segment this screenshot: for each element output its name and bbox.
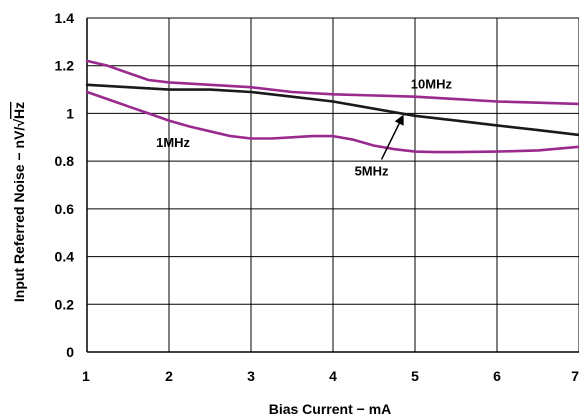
x-tick-label: 3 bbox=[247, 368, 255, 384]
x-tick-label: 1 bbox=[82, 368, 90, 384]
annotation-1mhz: 1MHz bbox=[156, 135, 190, 150]
grid bbox=[86, 17, 579, 353]
annotation-10mhz: 10MHz bbox=[411, 76, 453, 91]
annotations: 10MHz 1MHz 5MHz bbox=[156, 76, 452, 178]
x-tick-label: 7 bbox=[571, 368, 579, 384]
y-axis-title-prefix: Input Referred Noise − nV/√ bbox=[11, 119, 27, 302]
x-tick-label: 2 bbox=[165, 368, 173, 384]
annotation-arrow-5mhz bbox=[380, 114, 404, 160]
series-line-1mhz bbox=[85, 90, 579, 154]
y-axis-title-hz: Hz bbox=[11, 102, 27, 119]
y-tick-label: 1 bbox=[66, 105, 74, 121]
x-tick-label: 4 bbox=[329, 368, 337, 384]
series-line-10mhz bbox=[85, 59, 579, 106]
y-tick-label: 1.2 bbox=[55, 58, 75, 74]
y-tick-label: 0.4 bbox=[55, 249, 75, 265]
x-tick-label: 6 bbox=[493, 368, 501, 384]
x-tick-label: 5 bbox=[411, 368, 419, 384]
annotation-5mhz: 5MHz bbox=[355, 163, 389, 178]
series-line-5mhz bbox=[85, 83, 579, 137]
y-tick-label: 1.4 bbox=[55, 10, 75, 26]
tick-labels: 1 2 3 4 5 6 7 0 0.2 0.4 0.6 0.8 1 1.2 1.4 bbox=[55, 10, 579, 384]
y-tick-label: 0.2 bbox=[55, 296, 75, 312]
y-tick-label: 0 bbox=[66, 344, 74, 360]
series-layer bbox=[85, 59, 579, 154]
y-tick-label: 0.6 bbox=[55, 201, 75, 217]
y-axis-title: Input Referred Noise − nV/√Hz bbox=[11, 102, 27, 302]
y-tick-label: 0.8 bbox=[55, 153, 75, 169]
x-axis-title: Bias Current − mA bbox=[269, 401, 392, 417]
